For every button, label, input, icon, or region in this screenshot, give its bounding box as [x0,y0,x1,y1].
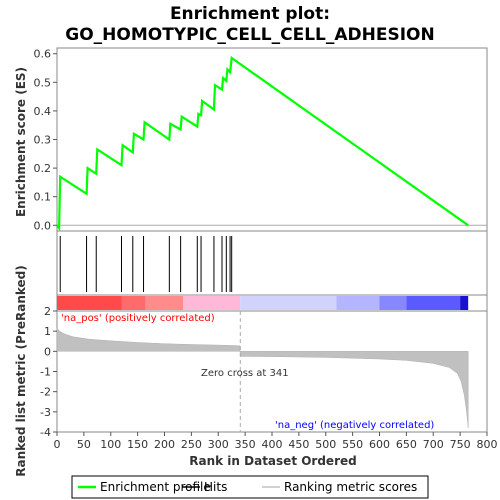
heatmap-segment [337,296,380,310]
x-tick-label: 200 [154,438,175,451]
heatmap-segment [406,296,460,310]
legend-label: Ranking metric scores [284,480,417,494]
es-panel: 0.0 0.1 0.2 0.3 0.4 0.5 0.6 Enrichment score (… [14,48,487,233]
x-tick-label: 300 [208,438,229,451]
x-tick-label: 450 [288,438,309,451]
x-tick-label: 350 [235,438,256,451]
ranking-y-tick-label: -1 [40,366,51,379]
es-y-tick-label: 0.0 [34,219,52,232]
x-tick-label: 400 [262,438,283,451]
x-axis-label: Rank in Dataset Ordered [189,454,356,468]
ranking-y-tick-label: 0 [44,345,51,358]
ranking-y-tick-label: -2 [40,386,51,399]
heatmap-segment [183,296,240,310]
x-tick-label: 750 [450,438,471,451]
es-y-tick-label: 0.3 [34,134,52,147]
heatmap-segment [57,296,122,310]
ranking-y-tick-label: -4 [40,426,51,439]
heatmap-segment [146,296,184,310]
heatmap-segment [380,296,407,310]
x-axis: 0 50 100 150 200 250 300 350 400 450 500 550 600 650 7… [54,432,498,451]
zero-cross-label: Zero cross at 341 [201,368,289,379]
x-tick-label: 500 [315,438,336,451]
x-tick-label: 600 [369,438,390,451]
ranking-y-tick-label: -3 [40,406,51,419]
x-tick-label: 50 [77,438,91,451]
ranking-y-tick-label: 1 [44,325,51,338]
x-tick-label: 250 [181,438,202,451]
ranking-y-tick-label: 2 [44,305,51,318]
heatmap-segment [240,296,336,310]
es-y-axis: 0.0 0.1 0.2 0.3 0.4 0.5 0.6 [34,48,58,233]
ranking-y-axis: 2 1 0 -1 -2 -3 -4 [40,305,57,439]
x-tick-label: 100 [100,438,121,451]
rank-heatmap-strip [57,295,487,311]
x-tick-label: 800 [477,438,498,451]
es-y-tick-label: 0.2 [34,162,52,175]
legend-label: Hits [204,480,227,494]
chart-title-line-2: GO_HOMOTYPIC_CELL_CELL_ADHESION [65,25,434,45]
x-tick-label: 700 [423,438,444,451]
ranking-y-axis-label: Ranked list metric (PreRanked) [14,265,28,477]
hits-panel [57,231,487,295]
x-tick-label: 0 [54,438,61,451]
x-tick-label: 550 [342,438,363,451]
negative-correlation-label: 'na_neg' (negatively correlated) [275,420,434,431]
es-y-tick-label: 0.6 [34,48,52,61]
x-tick-label: 650 [396,438,417,451]
es-panel-frame [57,48,487,231]
chart-title-line-1: Enrichment plot: [170,4,330,24]
positive-correlation-label: 'na_pos' (positively correlated) [61,313,215,324]
x-tick-label: 150 [127,438,148,451]
es-y-tick-label: 0.1 [34,191,52,204]
heatmap-segment [460,296,468,310]
heatmap-segment [122,296,146,310]
es-y-tick-label: 0.4 [34,105,52,118]
es-y-tick-label: 0.5 [34,76,52,89]
es-y-axis-label: Enrichment score (ES) [14,67,28,217]
